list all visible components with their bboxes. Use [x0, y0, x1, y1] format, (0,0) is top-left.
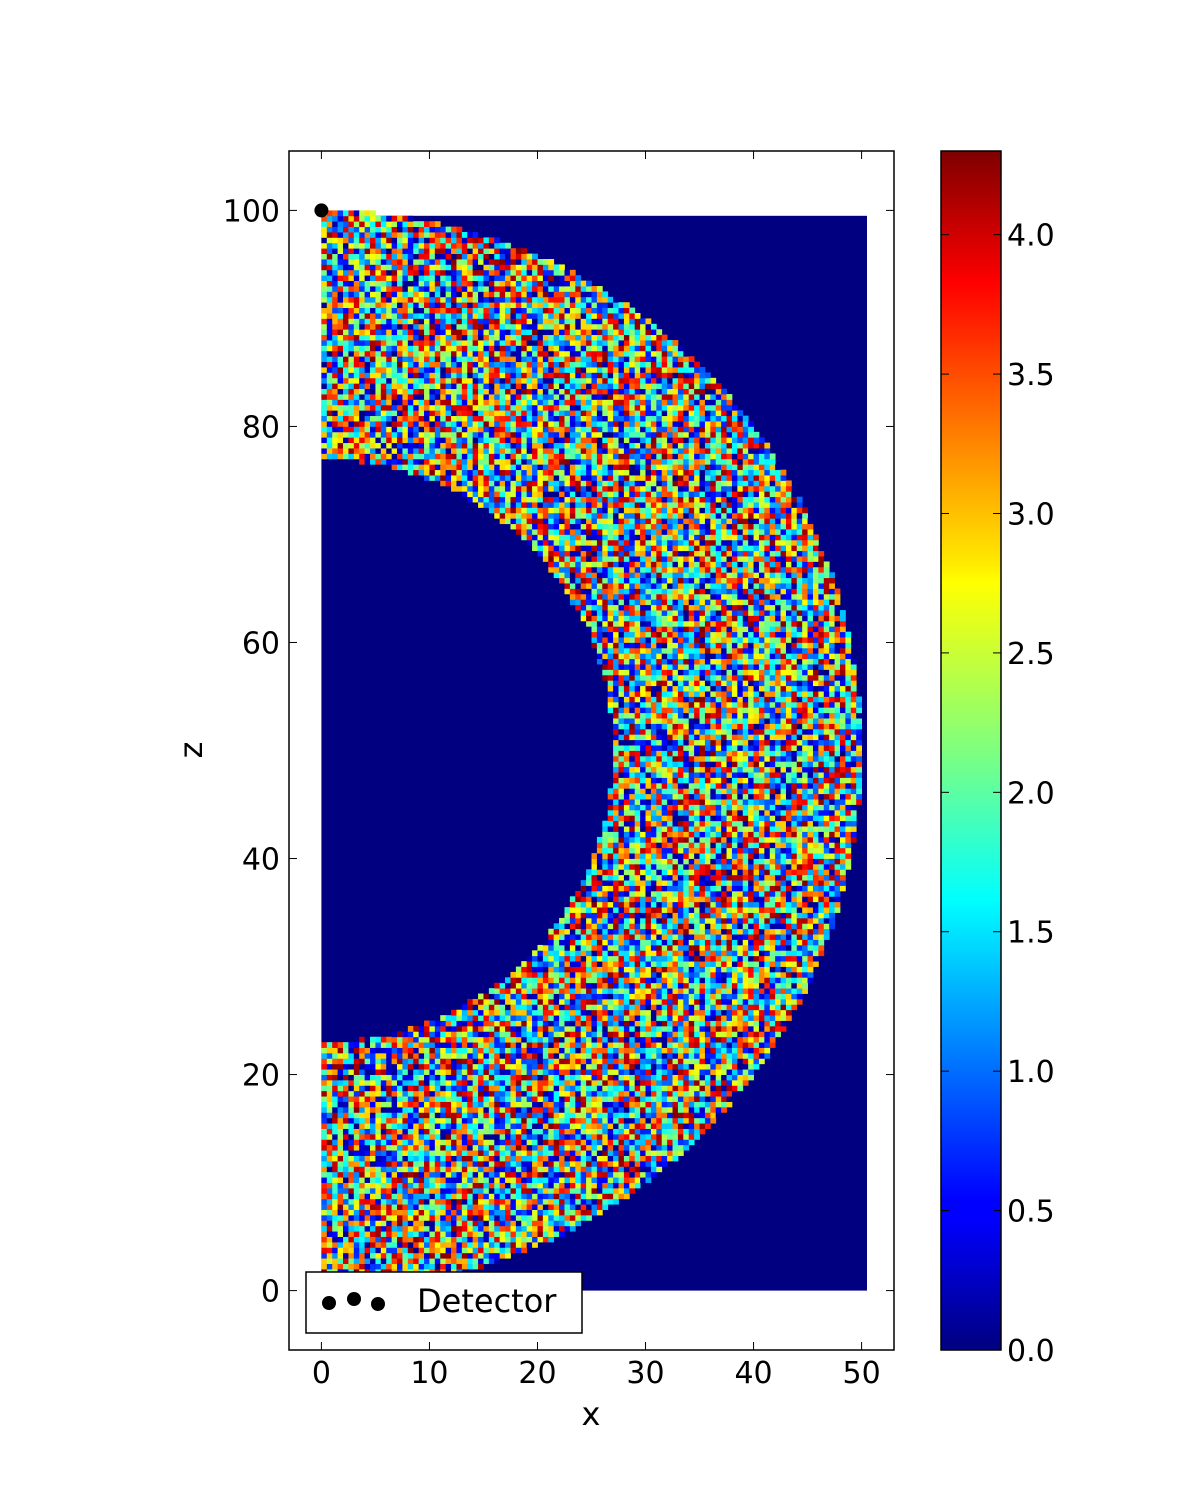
legend-marker-3 — [371, 1297, 385, 1311]
y-tick-label: 100 — [223, 194, 280, 229]
x-tick-label: 30 — [626, 1356, 664, 1391]
y-tick-label: 20 — [242, 1059, 280, 1094]
colorbar-ticks: 0.0 0.5 1.0 1.5 2.0 2.5 3.0 3.5 4.0 — [941, 219, 1055, 1369]
plot-frame — [288, 150, 895, 1351]
colorbar-tick-label: 3.5 — [1007, 358, 1055, 393]
x-tick-label: 40 — [734, 1356, 772, 1391]
x-tick-label: 50 — [842, 1356, 880, 1391]
colorbar-gradient — [940, 150, 1002, 1351]
legend-marker-1 — [322, 1296, 336, 1310]
x-tick-label: 0 — [312, 1356, 331, 1391]
y-axis-ticks: 0 20 40 60 80 100 — [223, 194, 894, 1310]
plot-area: 0 10 20 30 40 50 0 20 40 60 80 100 — [223, 150, 895, 1391]
colorbar-tick-label: 1.0 — [1007, 1055, 1055, 1090]
colorbar-tick-label: 4.0 — [1007, 219, 1055, 254]
colorbar-tick-label: 0.0 — [1007, 1334, 1055, 1369]
colorbar-tick-label: 3.0 — [1007, 497, 1055, 532]
x-axis-label: x — [582, 1395, 601, 1433]
legend: Detector — [305, 1271, 583, 1334]
y-tick-label: 60 — [242, 626, 280, 661]
legend-label-detector: Detector — [417, 1282, 557, 1320]
x-tick-label: 20 — [518, 1356, 556, 1391]
x-tick-label: 10 — [410, 1356, 448, 1391]
colorbar: 0.0 0.5 1.0 1.5 2.0 2.5 3.0 3.5 4.0 — [940, 150, 1055, 1369]
colorbar-tick-label: 0.5 — [1007, 1195, 1055, 1230]
colorbar-tick-label: 1.5 — [1007, 916, 1055, 951]
y-tick-label: 40 — [242, 843, 280, 878]
legend-marker-2 — [347, 1292, 361, 1306]
y-tick-label: 80 — [242, 410, 280, 445]
y-axis-label: z — [172, 742, 210, 759]
x-axis-ticks: 0 10 20 30 40 50 — [312, 151, 881, 1391]
detector-marker — [314, 203, 329, 218]
colorbar-tick-label: 2.5 — [1007, 637, 1055, 672]
heatmap-field — [321, 210, 867, 1291]
colorbar-tick-label: 2.0 — [1007, 776, 1055, 811]
y-tick-label: 0 — [261, 1275, 280, 1310]
